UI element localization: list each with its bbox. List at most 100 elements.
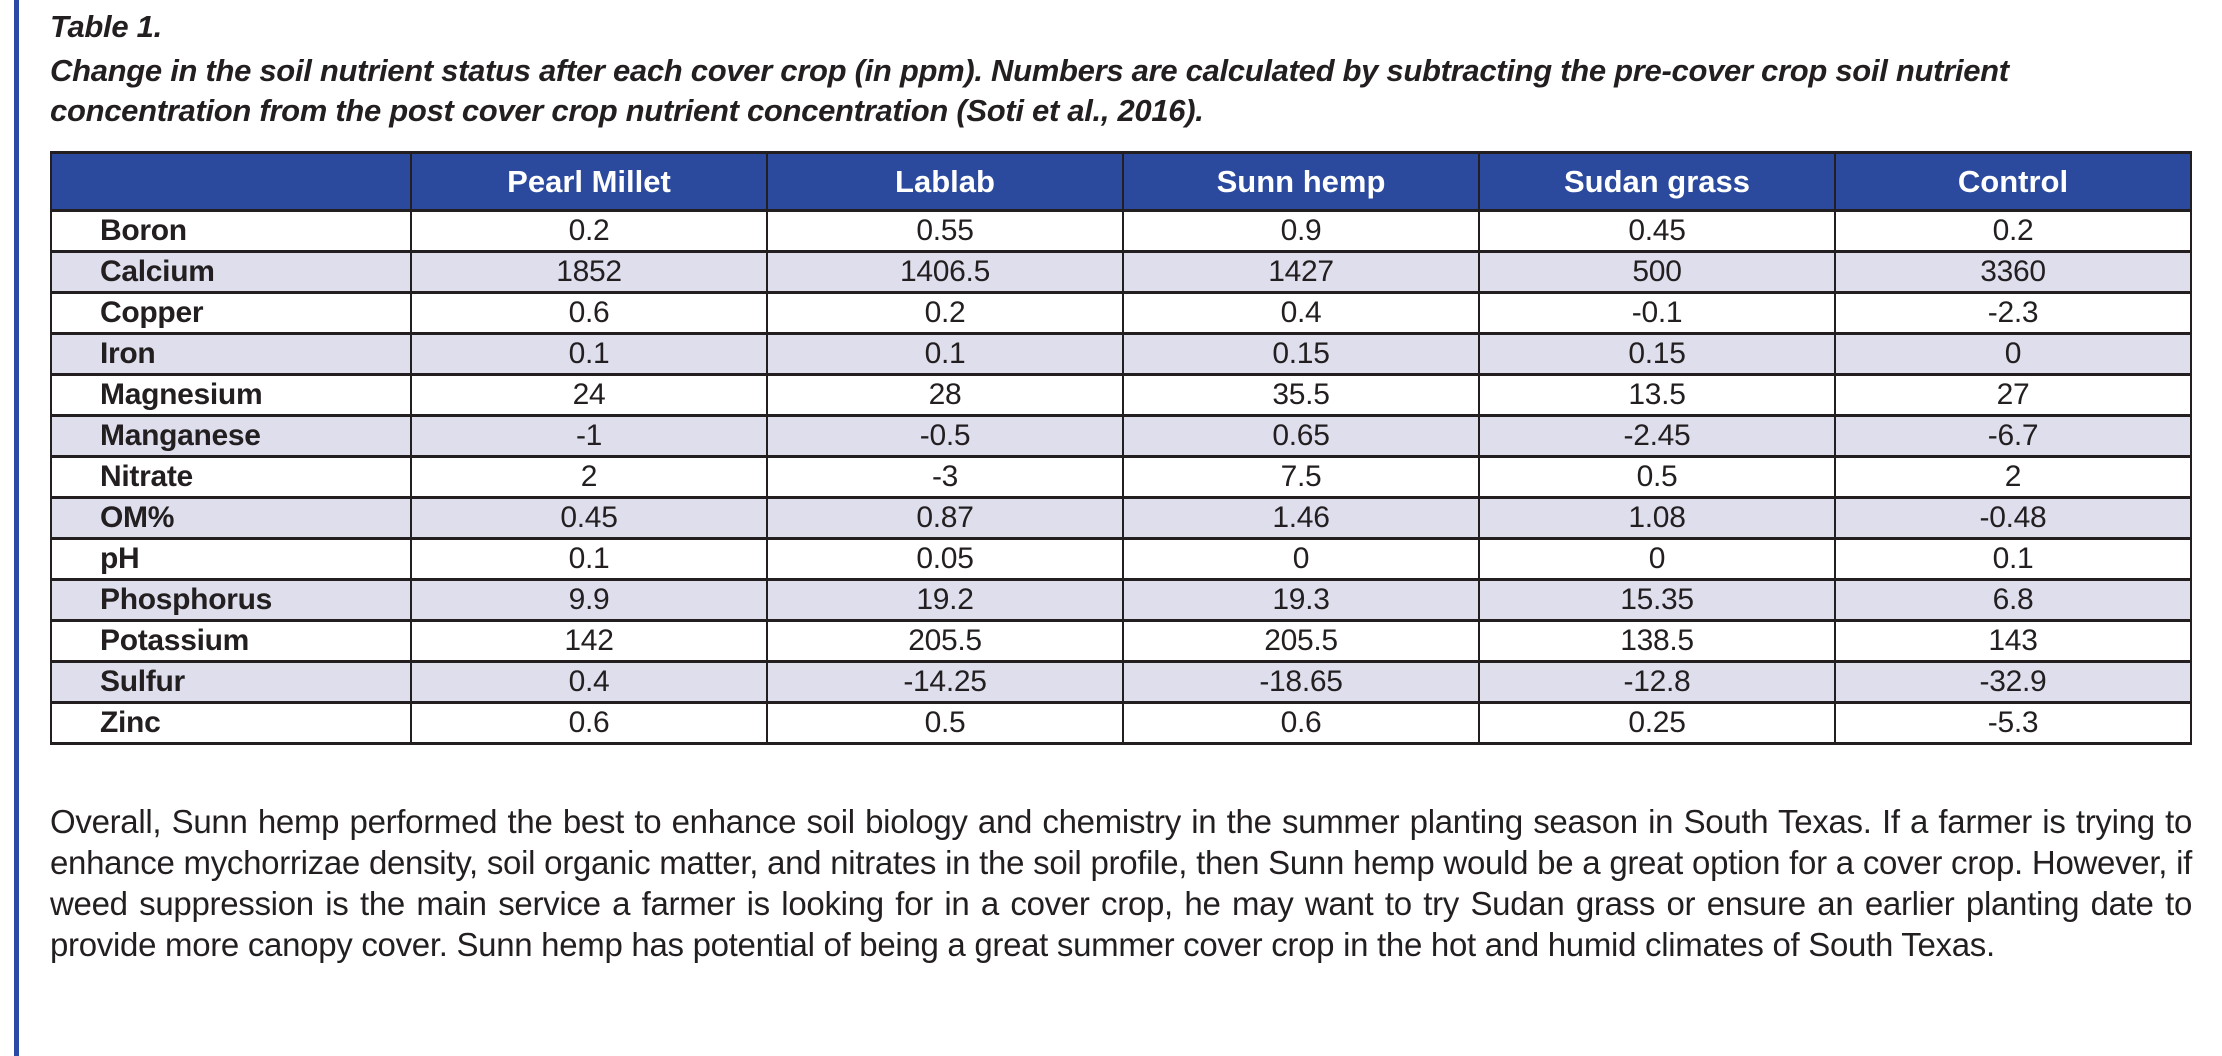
table-cell: 24 — [410, 373, 768, 417]
row-label: Potassium — [50, 619, 412, 663]
column-header-blank — [50, 151, 412, 212]
table-body: Boron 0.2 0.55 0.9 0.45 0.2 Calcium 1852 1406.5 1… — [50, 209, 2192, 745]
table-cell: 143 — [1834, 619, 2192, 663]
table-cell: 0.1 — [1834, 537, 2192, 581]
table-cell: -1 — [410, 414, 768, 458]
table-cell: 138.5 — [1478, 619, 1836, 663]
row-label: Sulfur — [50, 660, 412, 704]
table-cell: -14.25 — [766, 660, 1124, 704]
table-cell: 0.4 — [410, 660, 768, 704]
column-header: Pearl Millet — [410, 151, 768, 212]
table-cell: 13.5 — [1478, 373, 1836, 417]
table-row: Nitrate 2 -3 7.5 0.5 2 — [50, 455, 2192, 499]
table-cell: 0.4 — [1122, 291, 1480, 335]
nutrient-table: Pearl Millet Lablab Sunn hemp Sudan grass Co… — [50, 151, 2192, 745]
table-cell: 0.5 — [766, 701, 1124, 745]
document-content: Table 1. Change in the soil nutrient sta… — [50, 6, 2192, 998]
table-cell: 19.3 — [1122, 578, 1480, 622]
table-cell: 0 — [1478, 537, 1836, 581]
table-cell: -5.3 — [1834, 701, 2192, 745]
table-cell: 0 — [1122, 537, 1480, 581]
column-header: Sudan grass — [1478, 151, 1836, 212]
table-row: Iron 0.1 0.1 0.15 0.15 0 — [50, 332, 2192, 376]
table-cell: 1406.5 — [766, 250, 1124, 294]
table-header: Pearl Millet Lablab Sunn hemp Sudan grass Co… — [50, 151, 2192, 212]
table-cell: 0.2 — [766, 291, 1124, 335]
table-cell: 0.65 — [1122, 414, 1480, 458]
table-cell: 0.45 — [1478, 209, 1836, 253]
row-label: Zinc — [50, 701, 412, 745]
column-header: Sunn hemp — [1122, 151, 1480, 212]
table-cell: 0.45 — [410, 496, 768, 540]
row-label: Boron — [50, 209, 412, 253]
table-cell: 2 — [1834, 455, 2192, 499]
table-cell: 0.15 — [1478, 332, 1836, 376]
table-cell: 1.08 — [1478, 496, 1836, 540]
body-paragraph: Overall, Sunn hemp performed the best to… — [50, 803, 2192, 963]
table-cell: 15.35 — [1478, 578, 1836, 622]
row-label: pH — [50, 537, 412, 581]
table-row: Potassium 142 205.5 205.5 138.5 143 — [50, 619, 2192, 663]
column-header: Control — [1834, 151, 2192, 212]
table-row: Boron 0.2 0.55 0.9 0.45 0.2 — [50, 209, 2192, 253]
row-label: Nitrate — [50, 455, 412, 499]
table-cell: -0.1 — [1478, 291, 1836, 335]
table-cell: 205.5 — [766, 619, 1124, 663]
table-cell: 0.6 — [1122, 701, 1480, 745]
table-row: OM% 0.45 0.87 1.46 1.08 -0.48 — [50, 496, 2192, 540]
table-cell: 142 — [410, 619, 768, 663]
table-header-row: Pearl Millet Lablab Sunn hemp Sudan grass Co… — [50, 151, 2192, 212]
left-accent-bar — [14, 0, 19, 1056]
row-label: OM% — [50, 496, 412, 540]
table-cell: 0.5 — [1478, 455, 1836, 499]
table-cell: 0.15 — [1122, 332, 1480, 376]
table-cell: -32.9 — [1834, 660, 2192, 704]
table-row: Manganese -1 -0.5 0.65 -2.45 -6.7 — [50, 414, 2192, 458]
table-cell: 19.2 — [766, 578, 1124, 622]
table-cell: 205.5 — [1122, 619, 1480, 663]
table-cell: 0.05 — [766, 537, 1124, 581]
table-cell: -18.65 — [1122, 660, 1480, 704]
table-cell: 0.2 — [410, 209, 768, 253]
table-cell: 7.5 — [1122, 455, 1480, 499]
table-row: Calcium 1852 1406.5 1427 500 3360 — [50, 250, 2192, 294]
table-cell: 0.1 — [410, 332, 768, 376]
table-cell: 1852 — [410, 250, 768, 294]
row-label: Copper — [50, 291, 412, 335]
table-cell: -2.45 — [1478, 414, 1836, 458]
table-row: pH 0.1 0.05 0 0 0.1 — [50, 537, 2192, 581]
table-cell: 0.87 — [766, 496, 1124, 540]
table-cell: 6.8 — [1834, 578, 2192, 622]
table-row: Zinc 0.6 0.5 0.6 0.25 -5.3 — [50, 701, 2192, 745]
table-caption: Change in the soil nutrient status after… — [50, 53, 2009, 128]
table-cell: 1.46 — [1122, 496, 1480, 540]
table-cell: -3 — [766, 455, 1124, 499]
table-cell: 500 — [1478, 250, 1836, 294]
table-cell: 0.55 — [766, 209, 1124, 253]
table-cell: -12.8 — [1478, 660, 1836, 704]
table-cell: 0.25 — [1478, 701, 1836, 745]
table-cell: -6.7 — [1834, 414, 2192, 458]
table-cell: 0 — [1834, 332, 2192, 376]
table-cell: 0.9 — [1122, 209, 1480, 253]
table-cell: 27 — [1834, 373, 2192, 417]
table-cell: 0.6 — [410, 291, 768, 335]
table-cell: 0.1 — [766, 332, 1124, 376]
row-label: Magnesium — [50, 373, 412, 417]
table-title: Table 1. — [50, 9, 162, 44]
row-label: Iron — [50, 332, 412, 376]
table-cell: 0.1 — [410, 537, 768, 581]
table-cell: 1427 — [1122, 250, 1480, 294]
table-cell: -2.3 — [1834, 291, 2192, 335]
row-label: Calcium — [50, 250, 412, 294]
table-cell: -0.5 — [766, 414, 1124, 458]
table-cell: -0.48 — [1834, 496, 2192, 540]
row-label: Phosphorus — [50, 578, 412, 622]
row-label: Manganese — [50, 414, 412, 458]
table-row: Magnesium 24 28 35.5 13.5 27 — [50, 373, 2192, 417]
table-cell: 28 — [766, 373, 1124, 417]
table-cell: 3360 — [1834, 250, 2192, 294]
table-cell: 35.5 — [1122, 373, 1480, 417]
table-cell: 2 — [410, 455, 768, 499]
column-header: Lablab — [766, 151, 1124, 212]
